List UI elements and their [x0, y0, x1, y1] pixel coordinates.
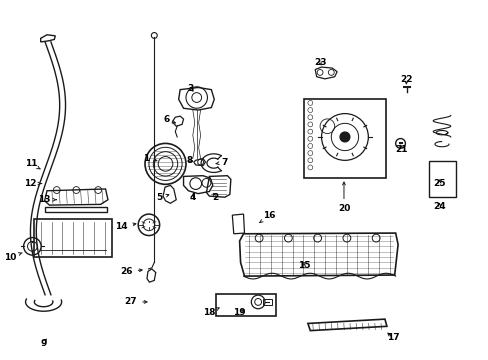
Text: 11: 11 [24, 159, 40, 169]
Text: 6: 6 [163, 114, 175, 123]
Text: 19: 19 [233, 308, 245, 317]
Bar [304, 99, 385, 178]
Bar [216, 294, 275, 316]
Text: 8: 8 [186, 156, 193, 165]
Text: 4: 4 [189, 193, 195, 202]
Bar [263, 299, 271, 305]
Text: 22: 22 [399, 75, 412, 84]
Text: 24: 24 [432, 202, 445, 211]
Text: 18: 18 [203, 308, 219, 317]
Bar [428, 161, 455, 197]
Text: 2: 2 [212, 193, 218, 202]
Text: 7: 7 [216, 158, 228, 167]
Circle shape [339, 132, 349, 142]
Text: 5: 5 [156, 193, 168, 202]
Text: 21: 21 [394, 145, 407, 154]
Text: 23: 23 [313, 58, 325, 67]
Text: 12: 12 [23, 179, 41, 188]
Text: 13: 13 [38, 195, 56, 204]
Text: 3: 3 [187, 84, 194, 93]
Text: 9: 9 [41, 339, 47, 348]
Bar [44, 207, 107, 212]
Text: 15: 15 [297, 261, 309, 270]
Text: 20: 20 [337, 182, 349, 213]
Text: 14: 14 [115, 222, 136, 231]
Text: 16: 16 [259, 211, 275, 222]
Text: 26: 26 [120, 267, 142, 276]
Bar [34, 220, 112, 257]
Text: 27: 27 [124, 297, 147, 306]
Text: 1: 1 [142, 154, 157, 163]
Text: 10: 10 [4, 253, 22, 262]
Text: 17: 17 [386, 333, 399, 342]
Text: 25: 25 [432, 179, 445, 188]
